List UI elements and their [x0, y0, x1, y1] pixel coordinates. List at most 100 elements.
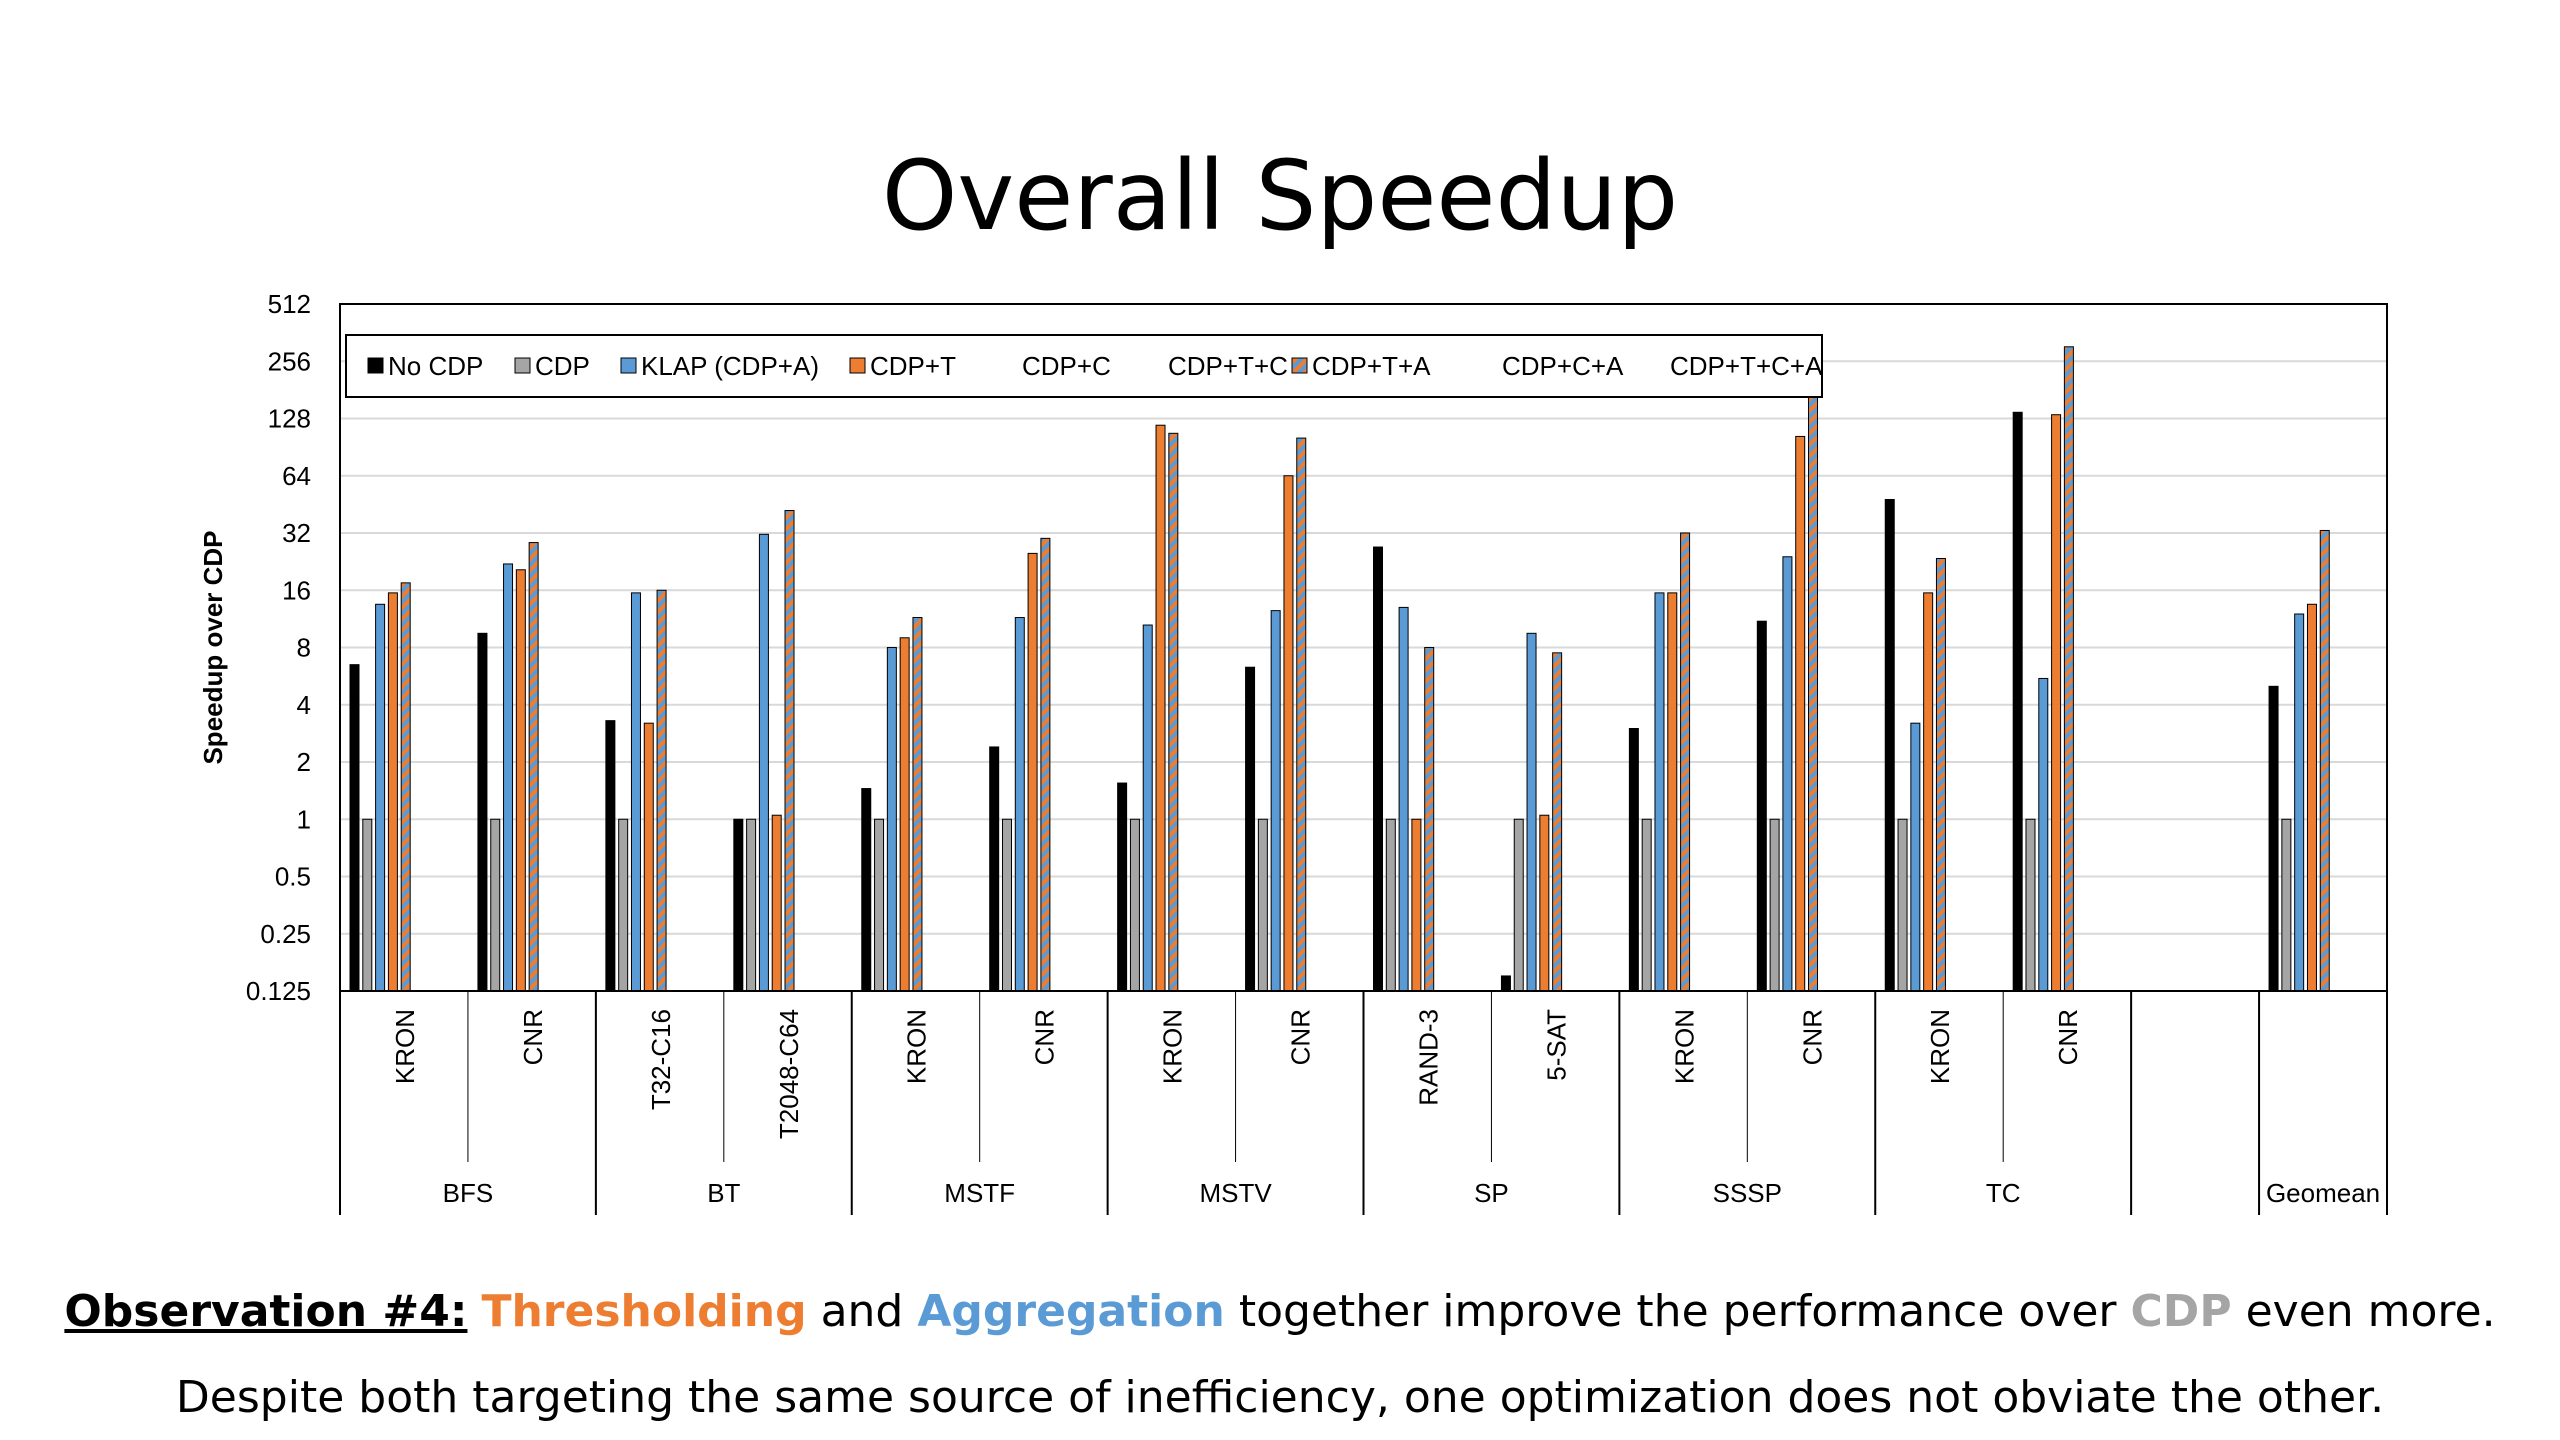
- bar-cdp: [1641, 818, 1652, 992]
- bar-no-cdp: [1117, 782, 1128, 992]
- y-tick-label: 256: [268, 346, 311, 376]
- bar-cdp-t: [387, 592, 398, 992]
- group-label: TC: [1986, 1178, 2021, 1208]
- group-label: MSTV: [1199, 1178, 1272, 1208]
- slide-title: Overall Speedup: [881, 140, 1679, 252]
- bar-cdp-t-a: [1040, 537, 1051, 992]
- bar-klap-cdp-a: [1910, 722, 1921, 992]
- x-tick-label: KRON: [902, 1009, 932, 1084]
- bar-klap-cdp-a: [1014, 617, 1025, 992]
- bar-no-cdp: [1628, 728, 1639, 992]
- observation-text-middle: together improve the performance over: [1238, 1286, 2117, 1337]
- x-tick-label: KRON: [1925, 1009, 1955, 1084]
- bar-cdp-t: [2306, 603, 2317, 992]
- bar-cdp-t-a: [1296, 437, 1307, 992]
- x-tick-label: 5-SAT: [1541, 1009, 1571, 1081]
- group-label: BFS: [443, 1178, 494, 1208]
- bar-klap-cdp-a: [375, 603, 386, 992]
- group-label: Geomean: [2266, 1178, 2380, 1208]
- group-label: BT: [707, 1178, 740, 1208]
- x-tick-label: CNR: [1797, 1009, 1827, 1065]
- bar-cdp-t: [2051, 414, 2062, 992]
- bar-klap-cdp-a: [1782, 556, 1793, 992]
- legend-swatch-cdp-t-a: [1291, 357, 1308, 374]
- bar-klap-cdp-a: [503, 563, 514, 992]
- bar-cdp: [874, 818, 885, 992]
- y-tick-label: 0.25: [260, 919, 311, 949]
- bar-cdp-t-a: [1680, 532, 1691, 992]
- bar-klap-cdp-a: [1270, 610, 1281, 992]
- bar-cdp: [1257, 818, 1268, 992]
- x-tick-label: CNR: [1030, 1009, 1060, 1065]
- bar-cdp-t-a: [2063, 346, 2074, 992]
- group-label: MSTF: [944, 1178, 1015, 1208]
- bar-klap-cdp-a: [758, 533, 769, 992]
- y-tick-label: 8: [297, 633, 311, 663]
- x-tick-label: CNR: [1286, 1009, 1316, 1065]
- group-label: SSSP: [1713, 1178, 1782, 1208]
- bar-cdp-t: [1667, 592, 1678, 992]
- bar-no-cdp: [605, 720, 616, 992]
- legend-label-cdp-t: CDP+T: [870, 351, 956, 381]
- y-tick-label: 128: [268, 404, 311, 434]
- y-tick-label: 512: [268, 289, 311, 319]
- y-tick-label: 1: [297, 804, 311, 834]
- bar-no-cdp: [733, 818, 744, 992]
- y-tick-label: 64: [282, 461, 311, 491]
- bar-cdp: [1897, 818, 1908, 992]
- bar-no-cdp: [1373, 546, 1383, 992]
- y-tick-label: 2: [297, 747, 311, 777]
- observation-line-2: Despite both targeting the same source o…: [175, 1372, 2385, 1423]
- bar-klap-cdp-a: [1142, 624, 1153, 992]
- bar-cdp-t: [643, 722, 654, 992]
- x-tick-label: CNR: [2053, 1009, 2083, 1065]
- y-tick-label: 32: [282, 518, 311, 548]
- bar-cdp-t-a: [1552, 652, 1563, 992]
- observation-text-end: even more.: [2245, 1286, 2496, 1337]
- x-tick-label: RAND-3: [1413, 1009, 1443, 1106]
- bar-no-cdp: [1884, 499, 1895, 992]
- bar-klap-cdp-a: [630, 592, 641, 992]
- axes: 0.125 0.25 0.5 1 2 4 8 16 32 64 128 256 512 Speedup o…: [198, 289, 2388, 1215]
- bar-cdp-t: [1795, 435, 1806, 992]
- keyword-cdp: CDP: [2130, 1286, 2232, 1337]
- y-axis-label: Speedup over CDP: [198, 530, 228, 764]
- bar-cdp: [490, 818, 501, 992]
- bar-no-cdp: [1756, 620, 1767, 992]
- bar-cdp: [1769, 818, 1780, 992]
- bar-cdp-t-a: [784, 510, 795, 992]
- bar-cdp: [2281, 818, 2292, 992]
- bar-cdp-t: [1539, 814, 1550, 992]
- bar-klap-cdp-a: [1398, 606, 1409, 992]
- keyword-thresholding: Thresholding: [481, 1286, 807, 1337]
- legend-swatch-cdp: [514, 357, 531, 374]
- bar-no-cdp: [1245, 666, 1256, 992]
- bar-no-cdp: [477, 632, 488, 992]
- y-tick-label: 0.5: [275, 862, 311, 892]
- x-tick-label: KRON: [390, 1009, 420, 1084]
- legend-label-cdp-t-a: CDP+T+A: [1312, 351, 1431, 381]
- legend-swatch-klap-cdp-a: [620, 357, 637, 374]
- y-tick-label: 4: [297, 690, 311, 720]
- bar-cdp-t-a: [528, 542, 539, 992]
- bar-cdp: [1513, 818, 1524, 992]
- bar-klap-cdp-a: [2038, 677, 2049, 992]
- bar-cdp-t-a: [2319, 529, 2330, 992]
- bar-cdp-t-a: [656, 589, 667, 992]
- y-tick-label: 0.125: [246, 976, 311, 1006]
- bar-cdp-t-a: [912, 617, 923, 992]
- bar-no-cdp: [349, 664, 360, 992]
- bar-cdp: [1129, 818, 1140, 992]
- legend-label-cdp-c: CDP+C: [1022, 351, 1111, 381]
- bar-cdp-t: [515, 569, 526, 992]
- bar-cdp-t: [1155, 424, 1166, 992]
- bar-cdp-t: [1411, 818, 1422, 992]
- x-tick-label: KRON: [1158, 1009, 1188, 1084]
- bar-cdp-t: [899, 637, 910, 992]
- x-tick-label: T32-C16: [646, 1009, 676, 1110]
- legend-label-cdp-t-c-a: CDP+T+C+A: [1670, 351, 1823, 381]
- bar-cdp-t-a: [400, 582, 411, 992]
- keyword-aggregation: Aggregation: [917, 1286, 1225, 1337]
- legend-label-cdp-t-c: CDP+T+C: [1168, 351, 1288, 381]
